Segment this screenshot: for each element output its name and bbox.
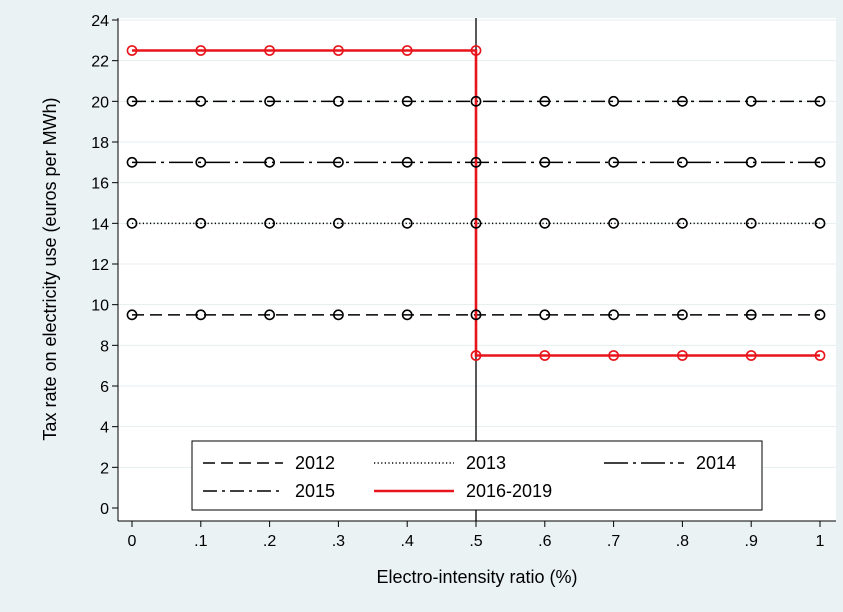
data-point-2016-2019 (264, 45, 275, 56)
x-tick-label: .4 (401, 533, 414, 550)
series-layer (126, 18, 826, 521)
data-point-2013 (745, 217, 757, 229)
data-point-2012 (677, 309, 688, 321)
legend: 2012 2013 2014 2015 2016-2019 (191, 440, 763, 511)
y-tick-label: 12 (91, 257, 109, 274)
axes: 0246810121416182022240.1.2.3.4.5.6.7.8.9… (91, 13, 836, 550)
data-point-2015 (264, 95, 275, 107)
x-tick-label: 0 (128, 533, 137, 550)
data-point-2016-2019 (332, 45, 344, 56)
x-tick-label: .3 (332, 533, 345, 550)
legend-label-2015: 2015 (295, 481, 335, 501)
legend-label-2013: 2013 (466, 453, 506, 473)
data-point-2012 (470, 309, 482, 321)
data-point-2014 (332, 156, 344, 168)
x-axis-title: Electro-intensity ratio (%) (376, 567, 577, 587)
data-point-2014 (126, 156, 138, 168)
data-point-2012 (264, 309, 275, 321)
data-point-2016-2019 (470, 350, 482, 361)
data-point-2014 (745, 156, 757, 168)
data-point-2016-2019 (126, 45, 138, 56)
legend-box (191, 440, 763, 511)
data-point-2013 (264, 217, 275, 229)
data-point-2013 (470, 217, 482, 229)
y-tick-label: 16 (91, 176, 109, 193)
x-tick-label: 1 (816, 533, 825, 550)
data-point-2015 (677, 95, 688, 107)
x-tick-label: .6 (538, 533, 551, 550)
data-point-2012 (814, 309, 826, 321)
data-point-2015 (195, 95, 207, 107)
data-point-2016-2019 (401, 45, 413, 56)
x-tick-label: .2 (263, 533, 276, 550)
y-tick-label: 20 (91, 94, 109, 111)
data-point-2012 (608, 309, 619, 321)
data-point-2014 (539, 156, 551, 168)
y-tick-label: 6 (100, 379, 109, 396)
y-tick-label: 2 (100, 460, 109, 477)
data-point-2014 (470, 156, 482, 168)
data-point-2014 (677, 156, 688, 168)
data-point-2013 (608, 217, 619, 229)
x-tick-label: .9 (745, 533, 758, 550)
y-tick-label: 24 (91, 13, 109, 30)
data-point-2015 (126, 95, 138, 107)
data-point-2016-2019 (745, 350, 757, 361)
data-point-2012 (539, 309, 551, 321)
x-tick-label: .1 (194, 533, 207, 550)
data-point-2013 (126, 217, 138, 229)
y-tick-label: 18 (91, 135, 109, 152)
data-point-2016-2019 (539, 350, 551, 361)
y-tick-label: 22 (91, 54, 109, 71)
data-point-2016-2019 (195, 45, 207, 56)
y-tick-label: 10 (91, 298, 109, 315)
data-point-2015 (470, 95, 482, 107)
data-point-2013 (401, 217, 413, 229)
data-point-2012 (745, 309, 757, 321)
legend-label-2012: 2012 (295, 453, 335, 473)
legend-label-2014: 2014 (696, 453, 736, 473)
data-point-2016-2019 (608, 350, 619, 361)
data-point-2014 (195, 156, 207, 168)
data-point-2014 (814, 156, 826, 168)
data-point-2013 (539, 217, 551, 229)
data-point-2014 (264, 156, 275, 168)
data-point-2015 (745, 95, 757, 107)
y-tick-label: 4 (100, 420, 109, 437)
data-point-2016-2019 (814, 350, 826, 361)
data-point-2013 (677, 217, 688, 229)
series-line-2016-2019 (132, 49, 820, 357)
y-tick-label: 0 (100, 501, 109, 518)
x-tick-label: .5 (469, 533, 482, 550)
data-point-2013 (814, 217, 826, 229)
data-point-2012 (401, 309, 413, 321)
data-point-2013 (195, 217, 207, 229)
data-point-2015 (401, 95, 413, 107)
data-point-2014 (608, 156, 619, 168)
y-axis-title: Tax rate on electricity use (euros per M… (40, 97, 60, 440)
legend-label-2016-2019: 2016-2019 (466, 481, 552, 501)
x-tick-label: .7 (607, 533, 620, 550)
data-point-2014 (401, 156, 413, 168)
y-tick-label: 14 (91, 216, 109, 233)
data-point-2012 (332, 309, 344, 321)
data-point-2013 (332, 217, 344, 229)
data-point-2015 (814, 95, 826, 107)
data-point-2012 (195, 309, 207, 321)
data-point-2016-2019 (470, 45, 482, 56)
data-point-2015 (332, 95, 344, 107)
data-point-2015 (608, 95, 619, 107)
y-tick-label: 8 (100, 338, 109, 355)
data-point-2016-2019 (677, 350, 688, 361)
data-point-2012 (126, 309, 138, 321)
data-point-2015 (539, 95, 551, 107)
x-tick-label: .8 (676, 533, 689, 550)
